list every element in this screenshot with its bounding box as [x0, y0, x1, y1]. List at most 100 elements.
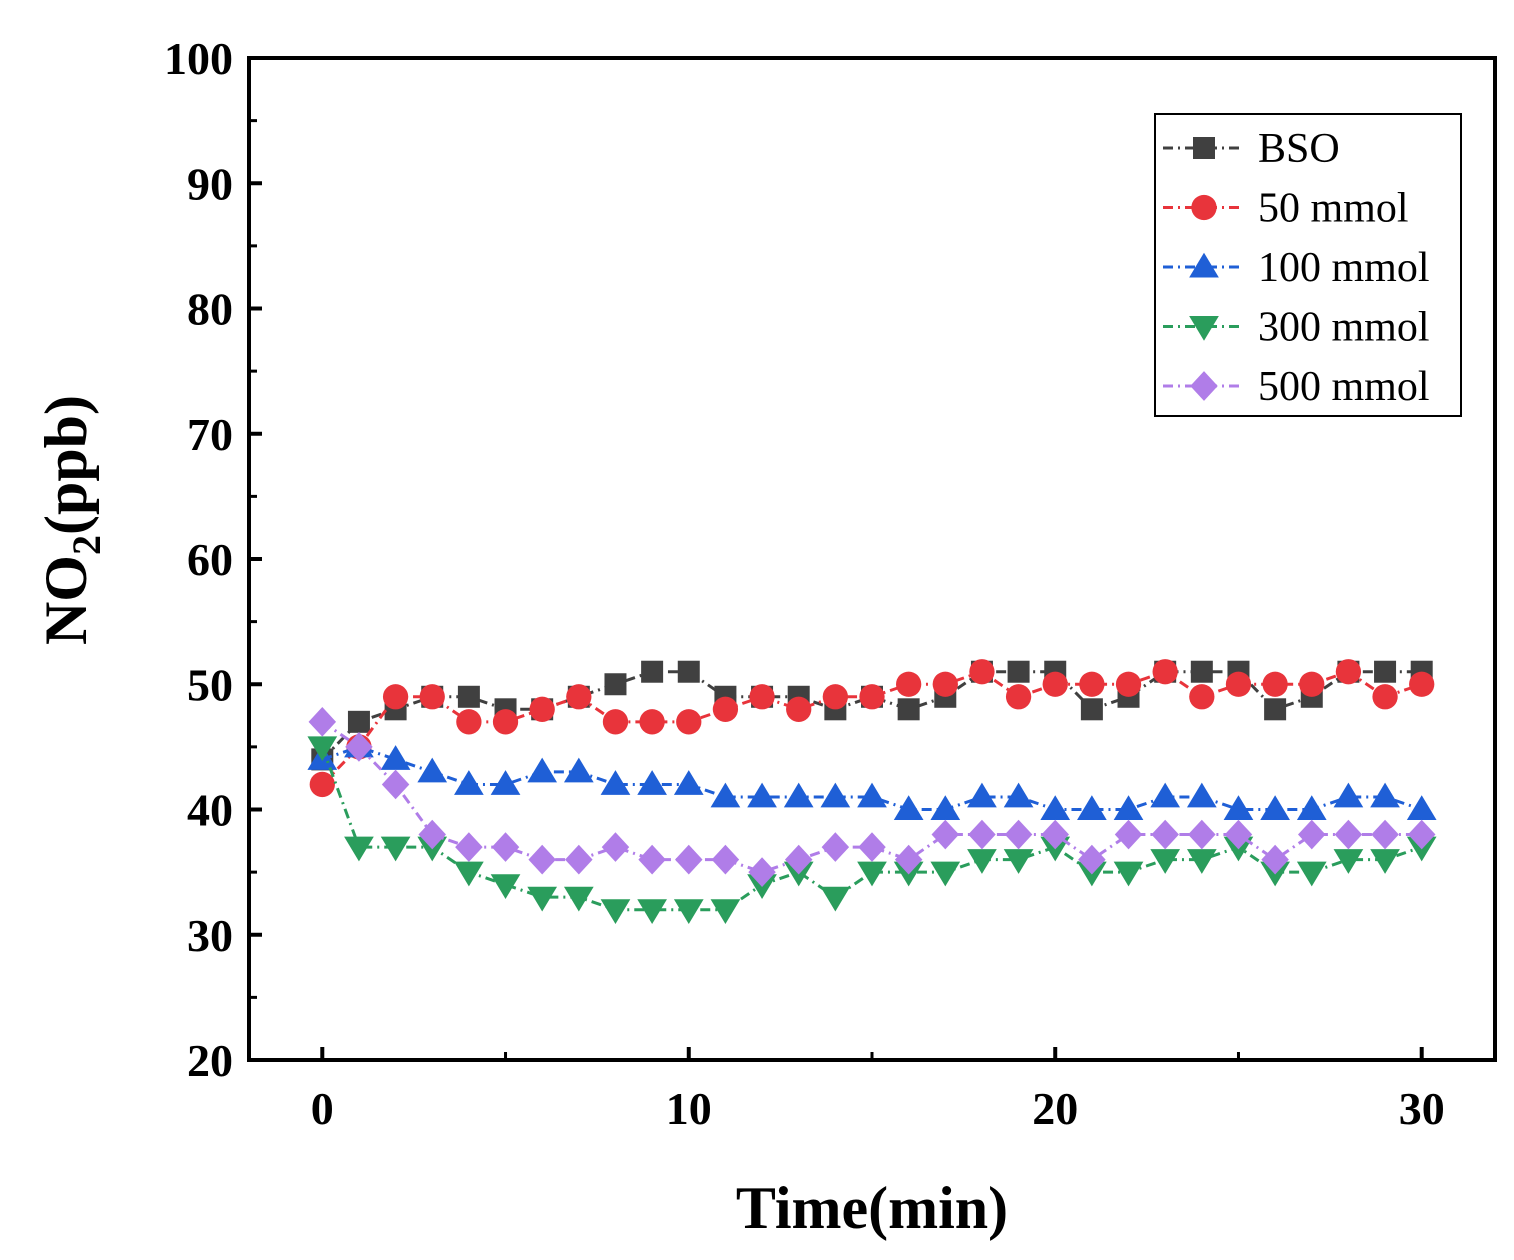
x-tick-label-0: 0 — [311, 1083, 334, 1134]
data-point-100-mmol — [417, 757, 448, 783]
data-point-50-mmol — [309, 771, 335, 798]
data-point-50-mmol — [419, 684, 445, 710]
data-point-bso — [1080, 698, 1103, 721]
y-tick-label-50: 50 — [187, 659, 233, 710]
data-point-50-mmol — [1335, 659, 1362, 685]
data-point-50-mmol — [639, 709, 665, 735]
legend-item-100-mmol: 100 mmol — [1163, 245, 1430, 291]
data-point-100-mmol — [490, 770, 521, 795]
data-point-100-mmol — [563, 757, 594, 783]
legend: BSO 50 mmol 100 mmol 300 mmol 500 mmol — [1154, 113, 1462, 417]
data-point-500-mmol — [1078, 844, 1106, 875]
x-tick-label-30: 30 — [1399, 1083, 1445, 1134]
data-point-500-mmol — [455, 832, 483, 862]
legend-marker-bso — [1193, 137, 1215, 159]
data-point-100-mmol — [1223, 795, 1254, 820]
data-point-300-mmol — [600, 899, 631, 924]
data-point-100-mmol — [1113, 795, 1144, 820]
series-300-mmol — [307, 736, 1437, 924]
legend-marker-500-mmol — [1190, 371, 1218, 401]
legend-marker-300-mmol — [1189, 316, 1219, 341]
data-point-500-mmol — [784, 844, 813, 875]
data-point-50-mmol — [822, 684, 849, 710]
data-point-300-mmol — [710, 899, 741, 924]
data-point-100-mmol — [1040, 795, 1071, 820]
data-point-500-mmol — [894, 844, 923, 875]
data-point-100-mmol — [1333, 782, 1364, 808]
data-point-300-mmol — [1296, 861, 1327, 887]
data-point-500-mmol — [345, 732, 373, 762]
data-point-500-mmol — [931, 819, 960, 850]
data-point-500-mmol — [528, 844, 556, 875]
legend-label-500-mmol: 500 mmol — [1258, 364, 1430, 410]
data-point-100-mmol — [820, 782, 851, 808]
data-point-300-mmol — [1003, 849, 1034, 874]
legend-item-bso: BSO — [1163, 126, 1340, 172]
data-point-50-mmol — [1372, 684, 1398, 710]
data-point-300-mmol — [1186, 849, 1217, 874]
data-point-bso — [457, 685, 480, 708]
data-point-50-mmol — [969, 659, 995, 685]
data-point-500-mmol — [1298, 819, 1326, 850]
data-point-100-mmol — [747, 782, 777, 808]
data-point-100-mmol — [1370, 782, 1400, 808]
data-point-50-mmol — [602, 709, 629, 735]
data-point-50-mmol — [529, 696, 555, 722]
legend-item-50-mmol: 50 mmol — [1163, 186, 1409, 232]
data-point-500-mmol — [748, 857, 776, 887]
data-point-100-mmol — [1260, 795, 1290, 820]
data-point-50-mmol — [1262, 671, 1288, 697]
series-50-mmol — [309, 659, 1435, 798]
data-point-100-mmol — [454, 770, 484, 795]
data-point-100-mmol — [857, 782, 887, 808]
data-point-300-mmol — [344, 836, 374, 862]
data-point-300-mmol — [1370, 849, 1400, 874]
data-point-300-mmol — [967, 849, 997, 874]
series-100-mmol — [307, 732, 1437, 820]
data-point-100-mmol — [673, 770, 704, 795]
data-point-500-mmol — [1224, 819, 1253, 850]
y-tick-label-100: 100 — [164, 33, 233, 84]
data-point-bso — [604, 673, 627, 696]
data-point-300-mmol — [1333, 849, 1364, 874]
data-point-500-mmol — [565, 844, 593, 875]
data-point-300-mmol — [380, 836, 411, 862]
data-point-500-mmol — [1334, 819, 1363, 850]
data-point-500-mmol — [308, 706, 337, 737]
data-point-50-mmol — [1152, 659, 1178, 685]
x-axis-title: Time(min) — [736, 1175, 1008, 1241]
data-point-50-mmol — [676, 709, 702, 735]
data-point-500-mmol — [491, 832, 520, 862]
data-point-50-mmol — [1042, 671, 1068, 697]
data-point-100-mmol — [527, 757, 558, 783]
data-point-300-mmol — [1113, 861, 1144, 887]
legend-marker-100-mmol — [1189, 252, 1219, 278]
axis-ticks — [249, 56, 1424, 1062]
data-point-50-mmol — [456, 709, 482, 735]
data-point-bso — [1264, 698, 1287, 721]
data-point-500-mmol — [968, 819, 996, 850]
data-point-bso — [347, 710, 370, 733]
data-point-100-mmol — [1406, 795, 1437, 820]
data-point-bso — [897, 698, 920, 721]
data-point-bso — [1007, 660, 1030, 683]
data-point-100-mmol — [1077, 795, 1107, 820]
data-point-50-mmol — [566, 684, 592, 710]
data-point-500-mmol — [1261, 844, 1289, 875]
tick-labels: 20 30 40 50 60 70 80 90 100 0 10 20 30 — [164, 33, 1445, 1134]
series-500-mmol — [308, 706, 1436, 887]
data-point-50-mmol — [1189, 684, 1215, 710]
y-tick-label-20: 20 — [187, 1035, 233, 1086]
data-point-500-mmol — [675, 844, 703, 875]
data-point-500-mmol — [638, 844, 666, 875]
data-point-50-mmol — [1409, 671, 1435, 697]
data-point-500-mmol — [1004, 819, 1033, 850]
data-point-300-mmol — [637, 899, 667, 924]
y-tick-label-90: 90 — [187, 158, 233, 209]
data-point-50-mmol — [932, 671, 958, 697]
y-tick-label-30: 30 — [187, 910, 233, 961]
legend-item-500-mmol: 500 mmol — [1163, 364, 1430, 410]
data-point-500-mmol — [1188, 819, 1216, 850]
data-point-500-mmol — [711, 844, 740, 875]
data-point-300-mmol — [527, 886, 558, 912]
